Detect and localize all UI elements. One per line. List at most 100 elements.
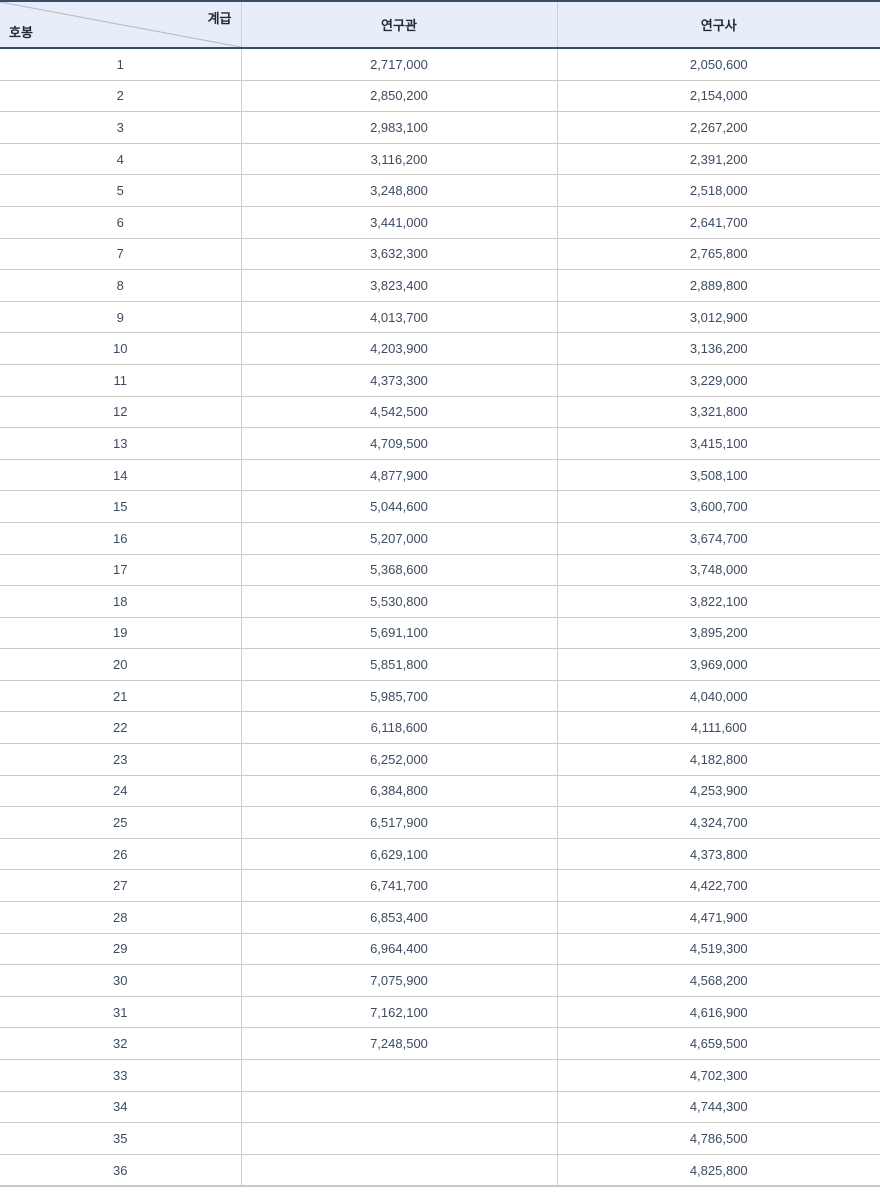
yeongusa-value-cell: 3,748,000: [556, 553, 880, 586]
yeongusa-value-cell: 4,471,900: [556, 901, 880, 934]
step-cell: 16: [0, 521, 241, 554]
yeonguwan-value-cell: 4,203,900: [240, 332, 557, 365]
yeonguwan-value-cell: 4,709,500: [240, 427, 557, 460]
yeonguwan-value-cell: [240, 1090, 557, 1123]
table-row: 11 4,373,300 3,229,000: [0, 363, 880, 397]
yeongusa-value-cell: 2,154,000: [556, 79, 880, 112]
table-row: 14 4,877,900 3,508,100: [0, 458, 880, 491]
step-cell: 30: [0, 964, 241, 997]
step-cell: 3: [0, 111, 241, 144]
yeonguwan-value-cell: [240, 1153, 557, 1187]
table-row: 35 4,786,500: [0, 1122, 880, 1155]
step-cell: 19: [0, 616, 241, 649]
yeonguwan-value-cell: [240, 1059, 557, 1092]
table-row: 31 7,162,100 4,616,900: [0, 995, 880, 1028]
step-cell: 20: [0, 648, 241, 681]
step-cell: 21: [0, 679, 241, 712]
yeongusa-value-cell: 2,889,800: [556, 269, 880, 302]
yeongusa-value-cell: 4,373,800: [556, 837, 880, 870]
yeonguwan-value-cell: 6,118,600: [240, 711, 557, 744]
step-cell: 4: [0, 142, 241, 175]
table-row: 9 4,013,700 3,012,900: [0, 300, 880, 333]
yeonguwan-value-cell: 2,717,000: [240, 48, 557, 81]
table-row: 29 6,964,400 4,519,300: [0, 932, 880, 965]
column-header-yeongusa: 연구사: [556, 1, 880, 49]
yeonguwan-value-cell: 7,162,100: [240, 995, 557, 1028]
yeongusa-value-cell: 4,616,900: [556, 995, 880, 1028]
header-step-label: 호봉: [9, 25, 33, 40]
table-row: 4 3,116,200 2,391,200: [0, 142, 880, 175]
yeongusa-value-cell: 3,229,000: [556, 363, 880, 397]
step-cell: 15: [0, 490, 241, 523]
yeongusa-value-cell: 4,786,500: [556, 1122, 880, 1155]
yeongusa-value-cell: 3,822,100: [556, 585, 880, 618]
yeonguwan-value-cell: 3,823,400: [240, 269, 557, 302]
yeonguwan-value-cell: 3,116,200: [240, 142, 557, 175]
yeonguwan-value-cell: [240, 1122, 557, 1155]
yeongusa-value-cell: 4,659,500: [556, 1027, 880, 1060]
step-cell: 35: [0, 1122, 241, 1155]
step-cell: 5: [0, 174, 241, 207]
yeongusa-value-cell: 4,568,200: [556, 964, 880, 997]
step-cell: 25: [0, 806, 241, 839]
table-row: 27 6,741,700 4,422,700: [0, 869, 880, 902]
table-row: 19 5,691,100 3,895,200: [0, 616, 880, 649]
yeongusa-value-cell: 2,267,200: [556, 111, 880, 144]
table-row: 16 5,207,000 3,674,700: [0, 521, 880, 554]
table-row: 7 3,632,300 2,765,800: [0, 237, 880, 270]
table-row: 24 6,384,800 4,253,900: [0, 774, 880, 807]
step-cell: 26: [0, 837, 241, 870]
table-row: 20 5,851,800 3,969,000: [0, 648, 880, 681]
table-row: 34 4,744,300: [0, 1090, 880, 1123]
yeonguwan-value-cell: 3,248,800: [240, 174, 557, 207]
step-cell: 31: [0, 995, 241, 1028]
yeongusa-value-cell: 2,050,600: [556, 48, 880, 81]
yeonguwan-value-cell: 5,044,600: [240, 490, 557, 523]
step-cell: 22: [0, 711, 241, 744]
table-row: 12 4,542,500 3,321,800: [0, 395, 880, 428]
table-row: 1 2,717,000 2,050,600: [0, 48, 880, 81]
yeonguwan-value-cell: 4,013,700: [240, 300, 557, 333]
yeongusa-value-cell: 4,744,300: [556, 1090, 880, 1123]
step-cell: 28: [0, 901, 241, 934]
yeonguwan-value-cell: 6,629,100: [240, 837, 557, 870]
yeongusa-value-cell: 3,136,200: [556, 332, 880, 365]
step-cell: 29: [0, 932, 241, 965]
yeonguwan-value-cell: 5,207,000: [240, 521, 557, 554]
yeongusa-value-cell: 4,182,800: [556, 743, 880, 776]
table-row: 5 3,248,800 2,518,000: [0, 174, 880, 207]
table-row: 15 5,044,600 3,600,700: [0, 490, 880, 523]
step-cell: 10: [0, 332, 241, 365]
step-cell: 12: [0, 395, 241, 428]
step-cell: 34: [0, 1090, 241, 1123]
yeonguwan-value-cell: 2,983,100: [240, 111, 557, 144]
yeonguwan-value-cell: 3,441,000: [240, 205, 557, 239]
yeonguwan-value-cell: 5,851,800: [240, 648, 557, 681]
yeongusa-value-cell: 4,702,300: [556, 1059, 880, 1092]
yeongusa-value-cell: 2,765,800: [556, 237, 880, 270]
yeongusa-value-cell: 3,012,900: [556, 300, 880, 333]
table-row: 33 4,702,300: [0, 1059, 880, 1092]
yeonguwan-value-cell: 6,384,800: [240, 774, 557, 807]
yeonguwan-value-cell: 6,853,400: [240, 901, 557, 934]
yeongusa-value-cell: 3,508,100: [556, 458, 880, 491]
yeongusa-value-cell: 2,641,700: [556, 205, 880, 239]
table-row: 6 3,441,000 2,641,700: [0, 205, 880, 239]
yeonguwan-value-cell: 6,741,700: [240, 869, 557, 902]
yeonguwan-value-cell: 5,691,100: [240, 616, 557, 649]
table-row: 10 4,203,900 3,136,200: [0, 332, 880, 365]
step-cell: 1: [0, 48, 241, 81]
table-row: 3 2,983,100 2,267,200: [0, 111, 880, 144]
table-row: 25 6,517,900 4,324,700: [0, 806, 880, 839]
table-row: 21 5,985,700 4,040,000: [0, 679, 880, 712]
step-cell: 18: [0, 585, 241, 618]
table-row: 13 4,709,500 3,415,100: [0, 427, 880, 460]
yeonguwan-value-cell: 7,248,500: [240, 1027, 557, 1060]
step-cell: 24: [0, 774, 241, 807]
step-cell: 17: [0, 553, 241, 586]
step-cell: 13: [0, 427, 241, 460]
salary-table-body: 1 2,717,000 2,050,600 2 2,850,200 2,154,000 3 2…: [0, 48, 880, 1187]
step-cell: 6: [0, 205, 241, 239]
yeongusa-value-cell: 4,825,800: [556, 1153, 880, 1187]
